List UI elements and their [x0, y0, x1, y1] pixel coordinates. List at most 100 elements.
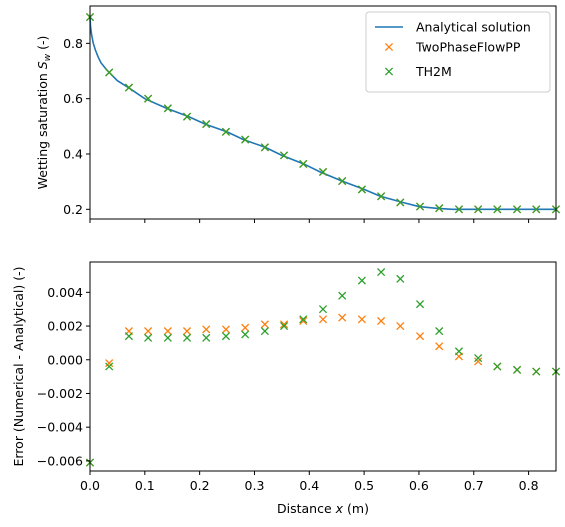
- th2m-error-point: [415, 300, 425, 309]
- th2m-error-point: [513, 365, 522, 374]
- th2m-error-point: [396, 274, 405, 283]
- th2m-error-point: [454, 347, 464, 356]
- th2m-saturation-point: [357, 185, 366, 194]
- twophaseflowpp-error-point: [299, 316, 308, 326]
- error-y-tick-label: 0.004: [47, 285, 83, 300]
- error-y-tick-label: 0.000: [47, 352, 83, 367]
- twophaseflowpp-error-point: [377, 316, 386, 326]
- twophaseflowpp-error-point: [221, 325, 231, 334]
- twophaseflowpp-error-point: [260, 320, 269, 329]
- error-y-tick-label: 0.002: [47, 319, 83, 334]
- th2m-saturation-point: [396, 198, 405, 207]
- legend-label-th2m: TH2M: [415, 64, 452, 79]
- th2m-saturation-point: [241, 135, 250, 144]
- twophaseflowpp-error-point: [105, 359, 114, 368]
- legend-box: [365, 11, 551, 93]
- th2m-saturation-point: [105, 68, 114, 77]
- saturation-y-tick-label: 0.8: [63, 36, 83, 51]
- twophaseflowpp-error-point: [163, 327, 172, 336]
- th2m-error-point: [299, 315, 308, 324]
- th2m-error-point: [318, 305, 328, 314]
- th2m-saturation-point: [377, 192, 386, 201]
- th2m-saturation-point: [202, 120, 211, 129]
- legend-label-twophaseflowpp: TwoPhaseFlowPP: [415, 40, 521, 55]
- error-plot-frame: [89, 261, 557, 472]
- th2m-saturation-point: [493, 205, 502, 214]
- saturation-plot-frame: [89, 5, 557, 220]
- th2m-error-point: [105, 362, 114, 371]
- th2m-error-point: [241, 330, 250, 339]
- twophaseflowpp-error-point: [435, 342, 444, 351]
- th2m-saturation-point: [144, 94, 153, 103]
- th2m-saturation-point: [182, 112, 192, 121]
- twophaseflowpp-error-point: [318, 315, 328, 324]
- th2m-saturation-point: [454, 205, 464, 214]
- th2m-saturation-point: [532, 205, 541, 214]
- twophaseflowpp-error-point: [415, 332, 425, 341]
- twophaseflowpp-error-point: [202, 325, 211, 334]
- twophaseflowpp-error-point: [474, 357, 483, 366]
- saturation-y-tick-label: 0.6: [63, 91, 83, 106]
- error-plot-axes: −0.006 −0.004 −0.002 0.000 0.002 0.004 0.0 0.1 0…: [37, 285, 539, 493]
- saturation-plot-axes: 0.2 0.4 0.6 0.8: [63, 36, 530, 223]
- twophaseflowpp-error-point: [144, 327, 153, 336]
- th2m-error-point: [377, 268, 386, 277]
- twophaseflowpp-error-point: [338, 313, 347, 322]
- error-y-axis-label: Error (Numerical - Analytical) (-): [11, 266, 26, 466]
- th2m-saturation-point: [280, 151, 289, 160]
- twophaseflowpp-error-point: [280, 320, 289, 329]
- th2m-error-point: [144, 333, 153, 342]
- twophaseflowpp-error-point: [182, 327, 192, 336]
- legend-twophaseflowpp-marker: [384, 42, 394, 52]
- th2m-error-point: [280, 321, 289, 331]
- th2m-saturation-point: [474, 205, 483, 214]
- th2m-saturation-point: [260, 143, 269, 152]
- saturation-plot-panel: 0.2 0.4 0.6 0.8 Wetting saturation Sw (-) A…: [35, 5, 561, 223]
- twophaseflowpp-error-point: [357, 315, 366, 324]
- legend-x-marker: [384, 67, 394, 76]
- th2m-saturation-point: [221, 127, 231, 136]
- th2m-error-point: [163, 333, 172, 342]
- legend-x-marker: [384, 42, 394, 52]
- th2m-error-point: [357, 276, 366, 285]
- th2m-saturation-point: [435, 204, 444, 213]
- saturation-plot-marks: [85, 13, 561, 214]
- th2m-error-point: [202, 333, 211, 342]
- th2m-error-point: [338, 291, 347, 300]
- th2m-error-point: [182, 333, 192, 342]
- x-tick-label: 0.0: [80, 478, 100, 493]
- x-tick-label: 0.8: [519, 478, 539, 493]
- x-tick-label: 0.7: [464, 478, 484, 493]
- th2m-error-point: [124, 332, 133, 341]
- x-tick-label: 0.3: [245, 478, 265, 493]
- th2m-error-point: [221, 332, 231, 341]
- th2m-error-point: [260, 327, 269, 336]
- legend-th2m-marker: [384, 67, 394, 76]
- legend: Analytical solution TwoPhaseFlowPP TH2M: [365, 11, 551, 93]
- saturation-y-tick-label: 0.4: [63, 146, 83, 161]
- error-y-tick-label: −0.002: [37, 386, 83, 401]
- x-tick-label: 0.2: [190, 478, 210, 493]
- th2m-saturation-point: [513, 205, 522, 214]
- saturation-y-axis-label: Wetting saturation Sw (-): [35, 36, 53, 190]
- th2m-saturation-point: [124, 83, 133, 92]
- th2m-saturation-point: [299, 159, 308, 169]
- th2m-saturation-point: [415, 202, 425, 211]
- th2m-error-point: [493, 362, 502, 371]
- x-tick-label: 0.5: [354, 478, 374, 493]
- twophaseflowpp-error-point: [396, 321, 405, 331]
- legend-label-analytical: Analytical solution: [416, 20, 531, 35]
- error-y-tick-label: −0.006: [37, 453, 83, 468]
- twophaseflowpp-error-point: [241, 323, 250, 332]
- th2m-error-point: [474, 354, 483, 363]
- x-tick-label: 0.1: [135, 478, 155, 493]
- th2m-saturation-point: [318, 167, 328, 177]
- saturation-y-tick-label: 0.2: [63, 202, 83, 217]
- analytical-solution-line: [89, 17, 556, 211]
- th2m-saturation-point: [163, 104, 172, 113]
- x-tick-label: 0.4: [299, 478, 319, 493]
- th2m-error-point: [532, 367, 541, 376]
- th2m-error-point: [435, 327, 444, 336]
- x-tick-label: 0.6: [409, 478, 429, 493]
